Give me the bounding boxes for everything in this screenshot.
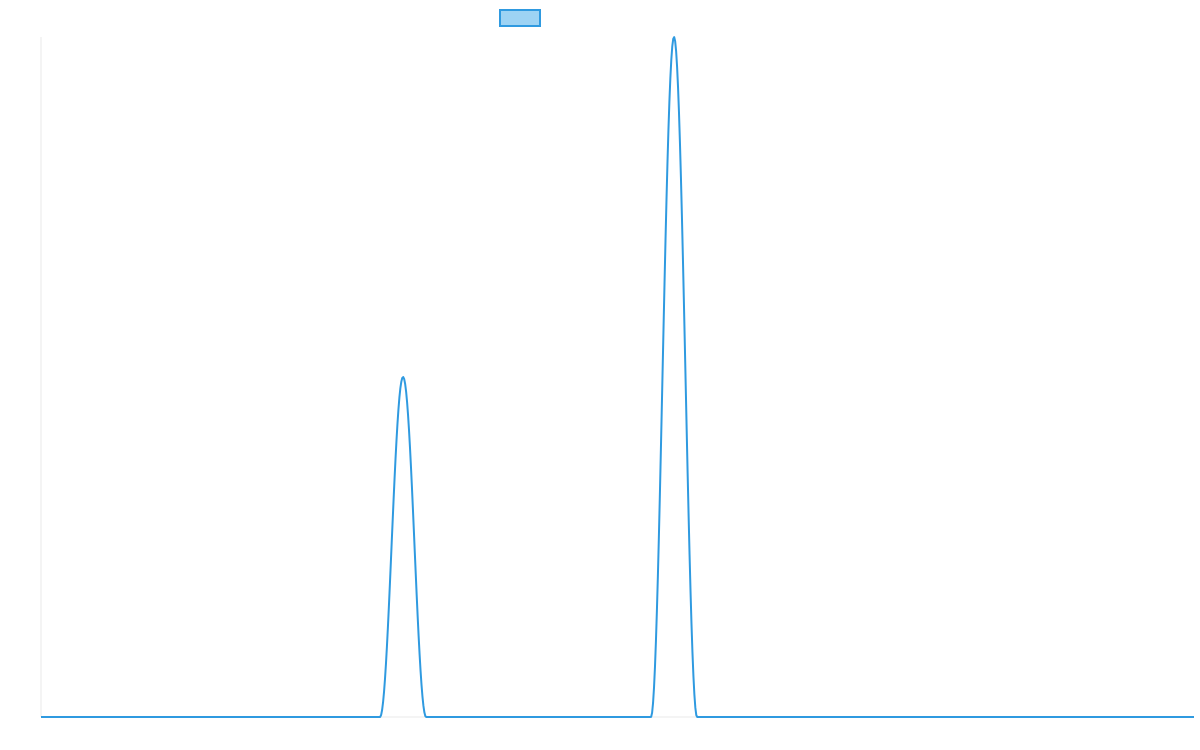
series-line-1 <box>40 36 1195 718</box>
legend-swatch[interactable] <box>499 9 541 27</box>
series-layer <box>40 36 1195 718</box>
